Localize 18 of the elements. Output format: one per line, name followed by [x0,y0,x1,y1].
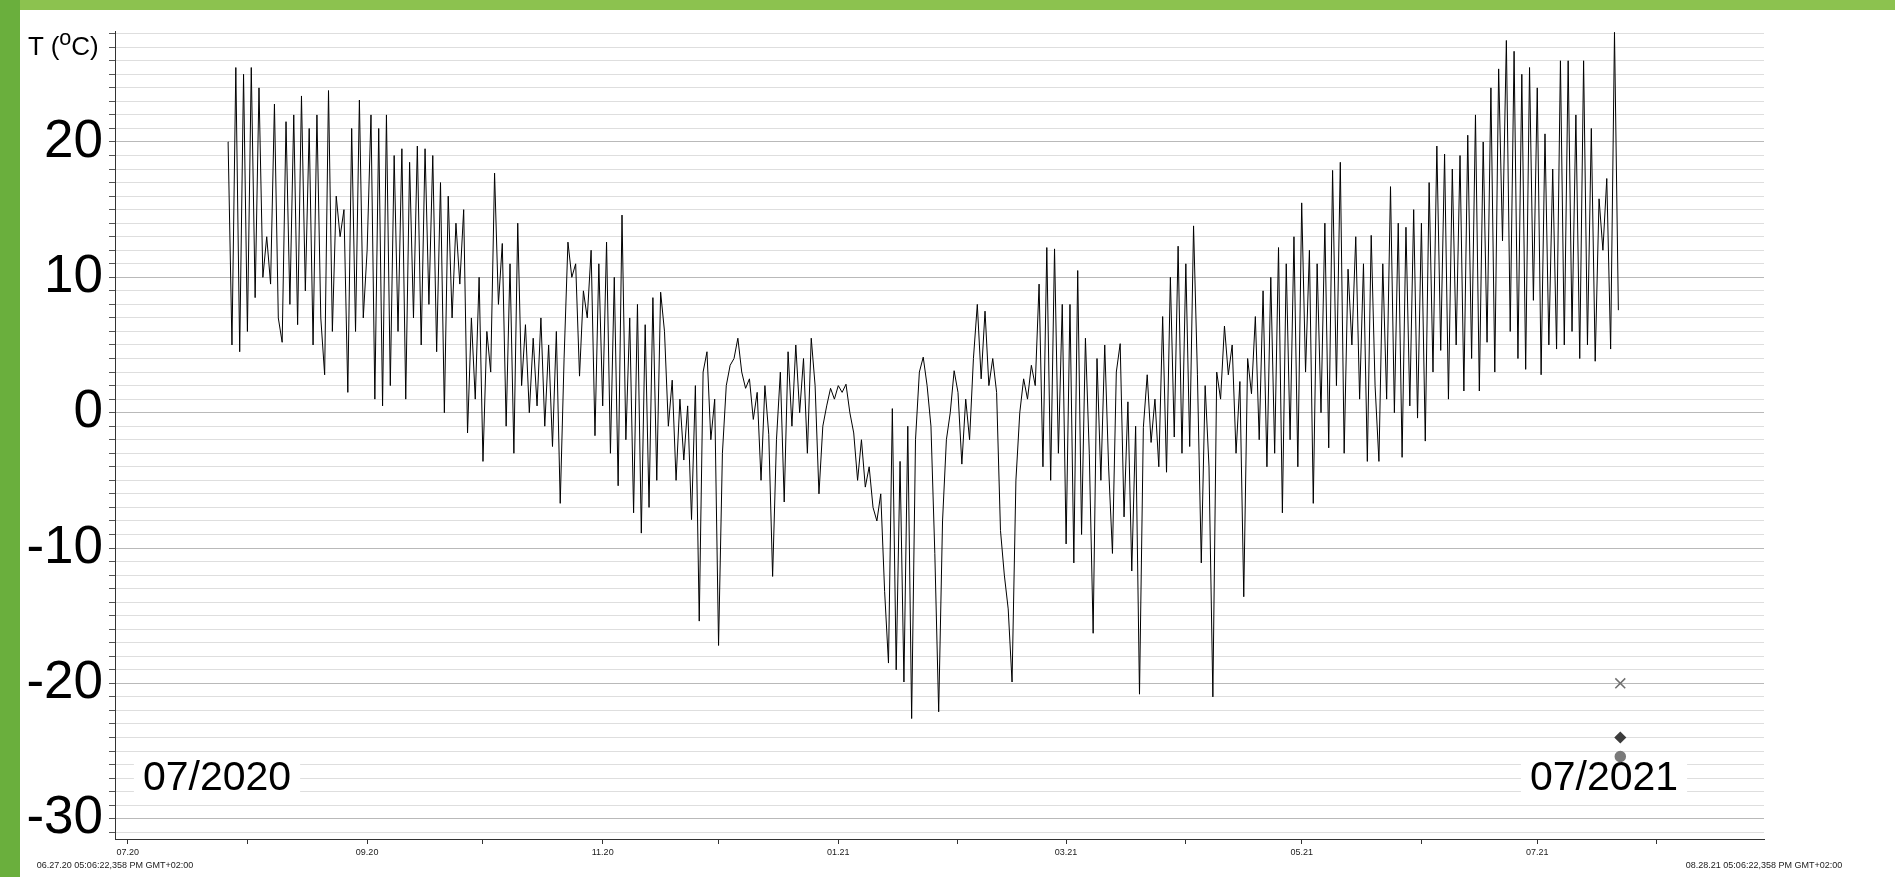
y-tick-label: -10 [26,514,103,574]
y-axis-title: T ($^{o}$C) [28,25,99,61]
x-tick-label: 07.20 [116,846,139,857]
text: 08.28.21 05:06:22,358 PM GMT+02:00 [1685,860,1843,871]
x-tick-label: 07.21 [1526,846,1549,857]
y-tick-label: 0 [73,379,103,439]
annotation: 07/2021 [1529,753,1679,800]
y-tick-label: -20 [26,649,103,709]
x-tick-label: 01.21 [827,846,850,857]
x-tick-label: 03.21 [1054,846,1078,857]
y-tick-label: 20 [44,108,103,168]
y-tick-label: -30 [26,785,103,845]
x-tick-label: 05.21 [1290,846,1313,857]
annotation: 07/2020 [142,753,292,800]
x-tick-label: 09.20 [355,846,379,857]
x-tick-label: 11.20 [591,846,614,857]
text: 06.27.20 05:06:22,358 PM GMT+02:00 [36,860,194,871]
y-tick-label: 10 [44,243,103,303]
